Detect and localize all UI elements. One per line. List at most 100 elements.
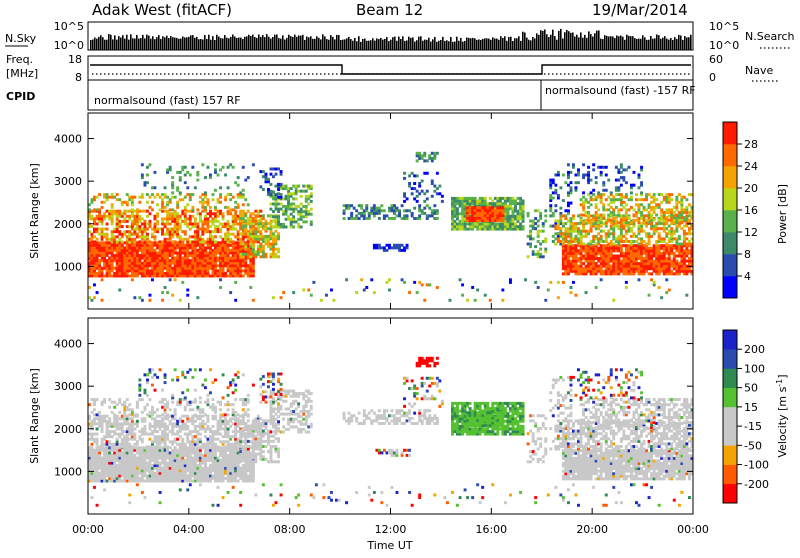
- heatmap-cell: [161, 246, 164, 249]
- heatmap-cell: [275, 248, 278, 251]
- heatmap-cell: [575, 186, 578, 189]
- heatmap-cell: [549, 281, 552, 284]
- heatmap-cell: [575, 270, 578, 273]
- heatmap-cell: [280, 173, 283, 176]
- heatmap-cell: [176, 186, 179, 189]
- heatmap-cell: [164, 238, 167, 241]
- heatmap-cell: [633, 244, 636, 247]
- heatmap-cell: [242, 253, 245, 256]
- heatmap-cell: [108, 264, 111, 267]
- noise-bar: [608, 37, 610, 51]
- heatmap-cell: [154, 262, 157, 265]
- heatmap-cell: [673, 206, 676, 209]
- heatmap-cell: [650, 219, 653, 222]
- heatmap-cell: [454, 202, 457, 205]
- heatmap-cell: [101, 230, 104, 233]
- heatmap-cell: [615, 216, 618, 219]
- noise-bar: [592, 37, 594, 50]
- heatmap-cell: [98, 241, 101, 244]
- heatmap-cell: [527, 212, 530, 215]
- heatmap-cell: [532, 253, 535, 256]
- noise-bar: [102, 37, 104, 50]
- heatmap-cell: [227, 186, 230, 189]
- heatmap-cell: [428, 154, 431, 157]
- heatmap-cell: [151, 246, 154, 249]
- heatmap-cell: [237, 230, 240, 233]
- heatmap-cell: [209, 240, 212, 243]
- heatmap-cell: [562, 174, 565, 177]
- heatmap-cell: [675, 217, 678, 220]
- noise-bar: [350, 39, 352, 50]
- heatmap-cell: [307, 203, 310, 206]
- noise-bar: [136, 35, 138, 50]
- heatmap-cell: [363, 289, 366, 292]
- heatmap-cell: [126, 467, 129, 470]
- heatmap-cell: [277, 250, 280, 253]
- heatmap-cell: [663, 244, 666, 247]
- heatmap-cell: [567, 163, 570, 166]
- heatmap-cell: [136, 217, 139, 220]
- heatmap-cell: [345, 278, 348, 281]
- heatmap-cell: [519, 202, 522, 205]
- heatmap-cell: [166, 196, 169, 199]
- heatmap-cell: [630, 260, 633, 263]
- heatmap-cell: [191, 225, 194, 228]
- heatmap-cell: [179, 269, 182, 272]
- heatmap-cell: [242, 196, 245, 199]
- heatmap-cell: [635, 203, 638, 206]
- heatmap-cell: [668, 260, 671, 263]
- heatmap-cell: [174, 269, 177, 272]
- heatmap-cell: [108, 446, 111, 449]
- heatmap-cell: [103, 457, 106, 460]
- heatmap-cell: [600, 240, 603, 243]
- heatmap-cell: [204, 275, 207, 278]
- heatmap-cell: [645, 196, 648, 199]
- heatmap-cell: [93, 217, 96, 220]
- noise-trace: [90, 29, 692, 50]
- heatmap-cell: [484, 202, 487, 205]
- heatmap-cell: [567, 240, 570, 243]
- heatmap-cell: [101, 457, 104, 460]
- heatmap-cell: [612, 214, 615, 217]
- heatmap-cell: [265, 173, 268, 176]
- heatmap-cell: [640, 166, 643, 169]
- heatmap-cell: [597, 196, 600, 199]
- heatmap-cell: [242, 166, 245, 169]
- heatmap-cell: [638, 278, 641, 281]
- heatmap-cell: [156, 241, 159, 244]
- heatmap-cell: [106, 474, 109, 477]
- heatmap-cell: [113, 230, 116, 233]
- heatmap-cell: [207, 257, 210, 260]
- heatmap-cell: [144, 451, 147, 454]
- heatmap-cell: [234, 257, 237, 260]
- heatmap-cell: [683, 260, 686, 263]
- heatmap-cell: [592, 214, 595, 217]
- heatmap-cell: [436, 187, 439, 190]
- frequency-panel: Freq. [MHz] 18 8 60 0 Nave: [6, 53, 780, 84]
- heatmap-cell: [123, 457, 126, 460]
- heatmap-cell: [156, 480, 159, 483]
- heatmap-cell: [227, 230, 230, 233]
- heatmap-cell: [121, 225, 124, 228]
- noise-bar: [656, 35, 658, 51]
- noise-bar: [280, 39, 282, 50]
- heatmap-cell: [514, 207, 517, 210]
- heatmap-cell: [136, 223, 139, 226]
- heatmap-cell: [171, 230, 174, 233]
- heatmap-cell: [469, 219, 472, 222]
- heatmap-cell: [512, 212, 515, 215]
- heatmap-cell: [118, 451, 121, 454]
- heatmap-cell: [464, 202, 467, 205]
- heatmap-cell: [101, 252, 104, 255]
- heatmap-cell: [622, 260, 625, 263]
- heatmap-cell: [103, 228, 106, 231]
- heatmap-cell: [595, 247, 598, 250]
- heatmap-cell: [96, 451, 99, 454]
- heatmap-cell: [141, 469, 144, 472]
- heatmap-cell: [98, 208, 101, 211]
- heatmap-cell: [486, 223, 489, 226]
- heatmap-cell: [406, 244, 409, 247]
- heatmap-cell: [136, 480, 139, 483]
- noise-bar: [596, 31, 598, 50]
- heatmap-cell: [254, 237, 257, 240]
